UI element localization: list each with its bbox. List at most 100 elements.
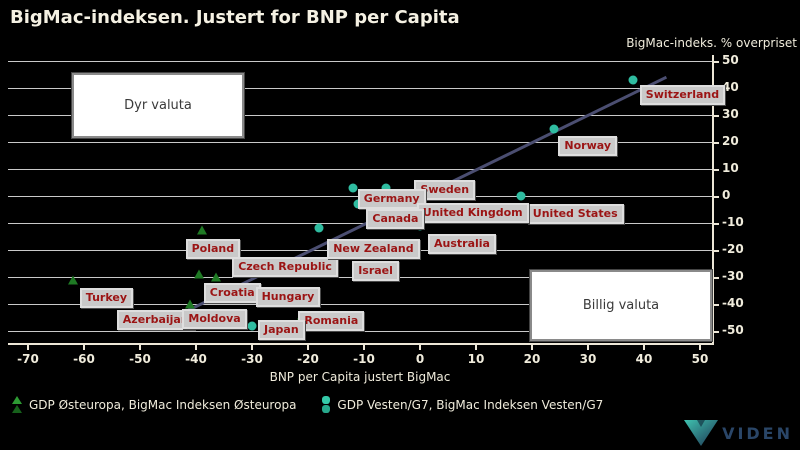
x-tick-label: -60 [73, 352, 95, 366]
x-tick [419, 343, 421, 350]
annotation-expensive-label: Dyr valuta [124, 98, 192, 113]
country-label-sweden: Sweden [414, 179, 476, 200]
y-tick [712, 276, 719, 279]
x-tick [699, 343, 701, 350]
x-tick [139, 343, 141, 350]
country-label-czech-republic: Czech Republic [232, 257, 338, 278]
y-axis-line [712, 55, 714, 345]
x-tick-label: 40 [635, 352, 653, 366]
country-label-new-zealand: New Zealand [327, 239, 420, 260]
annotation-cheap-currency: Billig valuta [530, 270, 712, 341]
viden-logo-text: VIDEN [722, 423, 793, 443]
y-tick [712, 249, 719, 252]
x-tick [251, 343, 253, 350]
x-tick-label: -20 [297, 352, 319, 366]
scatter-point-switzerland [628, 75, 638, 85]
x-axis-line [8, 343, 714, 345]
x-tick [27, 343, 29, 350]
scatter-point-moldova [185, 299, 196, 309]
y-tick [712, 222, 719, 225]
scatter-point-new-zealand [314, 223, 324, 233]
y-tick [712, 60, 719, 63]
chart-title: BigMac-indeksen. Justert for BNP per Cap… [10, 7, 460, 28]
scatter-point-turkey [67, 275, 78, 285]
scatter-point-united-states [516, 191, 526, 201]
circle-marker-icon [322, 396, 331, 413]
country-label-croatia: Croatia [203, 283, 261, 304]
x-tick-label: 0 [415, 352, 425, 366]
x-tick [475, 343, 477, 350]
x-tick-label: -40 [185, 352, 207, 366]
x-tick [643, 343, 645, 350]
viden-logo-icon [684, 420, 719, 446]
legend-item-west: GDP Vesten/G7, BigMac Indeksen Vesten/G7 [322, 396, 603, 413]
country-label-switzerland: Switzerland [639, 84, 726, 105]
x-tick [83, 343, 85, 350]
gridline [8, 331, 712, 332]
annotation-cheap-label: Billig valuta [582, 298, 660, 313]
country-label-germany: Germany [357, 188, 426, 209]
y-tick [712, 195, 719, 198]
x-tick-label: 20 [523, 352, 541, 366]
x-tick-label: 50 [691, 352, 709, 366]
y-tick-label: -10 [722, 215, 744, 229]
y-tick-label: -20 [722, 242, 744, 256]
legend-label-east: GDP Østeuropa, BigMac Indeksen Østeuropa [29, 397, 297, 412]
x-tick [587, 343, 589, 350]
country-label-united-states: United States [526, 204, 624, 224]
y-tick-label: 30 [722, 107, 739, 121]
scatter-point-poland [196, 225, 207, 235]
country-label-australia: Australia [428, 233, 496, 254]
gridline [8, 169, 712, 170]
y-tick-label: 50 [722, 53, 739, 67]
triangle-marker-icon [12, 396, 22, 413]
x-tick-label: 10 [467, 352, 485, 366]
country-label-romania: Romania [298, 310, 365, 331]
scatter-point-sweden [381, 183, 391, 193]
y-tick [712, 114, 719, 117]
y-axis-unit-label: BigMac-indeks. % overpriset [626, 36, 797, 50]
y-tick [712, 141, 719, 144]
x-tick-label: 30 [579, 352, 597, 366]
y-tick [712, 168, 719, 171]
annotation-expensive-currency: Dyr valuta [72, 73, 244, 138]
x-tick-label: -50 [129, 352, 151, 366]
x-tick-label: -30 [241, 352, 263, 366]
x-tick [307, 343, 309, 350]
country-label-moldova: Moldova [182, 309, 247, 329]
scatter-point-japan [247, 321, 257, 331]
x-axis-title: BNP per Capita justert BigMac [269, 370, 451, 384]
country-label-canada: Canada [366, 209, 425, 230]
y-tick-label: -40 [722, 296, 744, 310]
country-label-norway: Norway [558, 135, 617, 156]
scatter-point-croatia [193, 269, 204, 279]
legend-item-east: GDP Østeuropa, BigMac Indeksen Østeuropa [12, 396, 296, 413]
x-tick [195, 343, 197, 350]
y-tick-label: 10 [722, 161, 739, 175]
scatter-point-norway [549, 124, 559, 133]
x-tick-label: -70 [17, 352, 39, 366]
country-label-israel: Israel [352, 261, 399, 282]
y-tick [712, 330, 719, 333]
country-label-united-kingdom: United Kingdom [416, 203, 529, 224]
x-tick-label: -10 [353, 352, 375, 366]
country-label-japan: Japan [258, 319, 305, 340]
scatter-point-germany [348, 183, 358, 193]
scatter-point-hungary [210, 272, 221, 282]
y-tick-label: 40 [722, 80, 739, 94]
y-tick-label: 20 [722, 134, 739, 148]
y-tick [712, 303, 719, 306]
gridline [8, 61, 712, 62]
x-tick [363, 343, 365, 350]
y-tick-label: -50 [722, 323, 744, 337]
y-tick-label: -30 [722, 269, 744, 283]
country-label-hungary: Hungary [255, 287, 321, 307]
country-label-turkey: Turkey [79, 287, 133, 308]
country-label-poland: Poland [185, 238, 241, 259]
viden-logo: VIDEN [684, 420, 793, 446]
x-tick [531, 343, 533, 350]
y-tick-label: 0 [722, 188, 731, 202]
country-label-azerbaijan: Azerbaijan [116, 309, 195, 330]
legend: GDP Østeuropa, BigMac Indeksen Østeuropa… [12, 396, 603, 413]
